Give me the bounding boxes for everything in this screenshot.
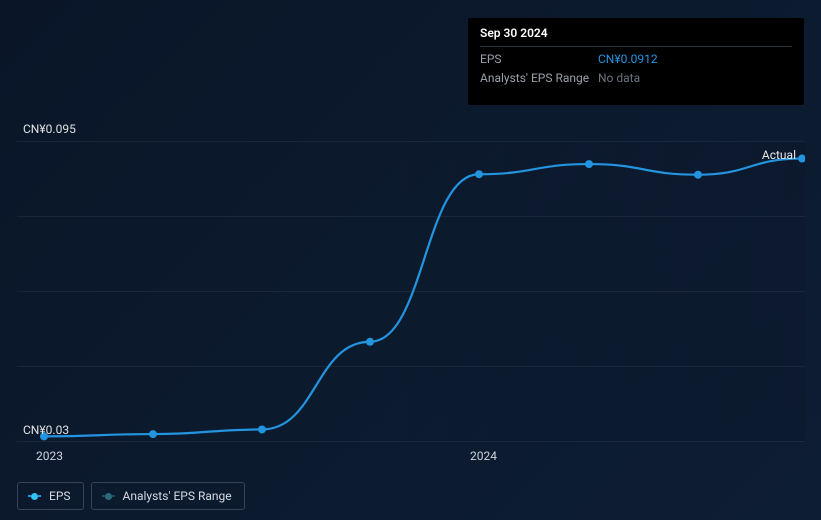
tooltip: Sep 30 2024 EPS CN¥0.0912 Analysts' EPS … xyxy=(468,18,804,105)
tooltip-range-value: No data xyxy=(598,71,640,85)
legend-dot-range-icon xyxy=(105,493,112,500)
data-point[interactable] xyxy=(149,430,157,438)
legend-dot-eps-icon xyxy=(31,493,38,500)
y-axis-label-top: CN¥0.095 xyxy=(23,122,76,136)
tooltip-date: Sep 30 2024 xyxy=(480,26,792,47)
data-point[interactable] xyxy=(585,160,593,168)
tooltip-range-row: Analysts' EPS Range No data xyxy=(480,66,792,85)
data-point[interactable] xyxy=(258,425,266,433)
legend-item-range[interactable]: Analysts' EPS Range xyxy=(91,482,245,510)
tooltip-eps-value: CN¥0.0912 xyxy=(598,52,658,66)
data-point[interactable] xyxy=(366,338,374,346)
gridline xyxy=(17,441,805,442)
tooltip-range-label: Analysts' EPS Range xyxy=(480,71,598,85)
y-axis-label-bottom: CN¥0.03 xyxy=(23,423,69,437)
tooltip-eps-label: EPS xyxy=(480,52,598,66)
legend-range-label: Analysts' EPS Range xyxy=(123,489,232,503)
chart-container: Sep 30 2024 EPS CN¥0.0912 Analysts' EPS … xyxy=(0,0,821,520)
line-chart xyxy=(17,141,805,441)
legend: EPS Analysts' EPS Range xyxy=(17,482,245,510)
x-axis-label: 2024 xyxy=(470,449,497,463)
data-point[interactable] xyxy=(694,171,702,179)
legend-item-eps[interactable]: EPS xyxy=(17,482,84,510)
data-point[interactable] xyxy=(798,155,805,163)
chart-plot-area[interactable] xyxy=(17,141,805,441)
legend-line-right-range-icon xyxy=(112,495,115,497)
legend-swatch-range xyxy=(102,493,115,500)
eps-line xyxy=(44,159,802,437)
tooltip-eps-row: EPS CN¥0.0912 xyxy=(480,47,792,66)
legend-eps-label: EPS xyxy=(49,489,71,503)
actual-label: Actual xyxy=(762,148,796,162)
legend-swatch-eps xyxy=(28,493,41,500)
data-point[interactable] xyxy=(475,170,483,178)
legend-line-right-icon xyxy=(38,495,41,497)
x-axis-label: 2023 xyxy=(36,449,63,463)
